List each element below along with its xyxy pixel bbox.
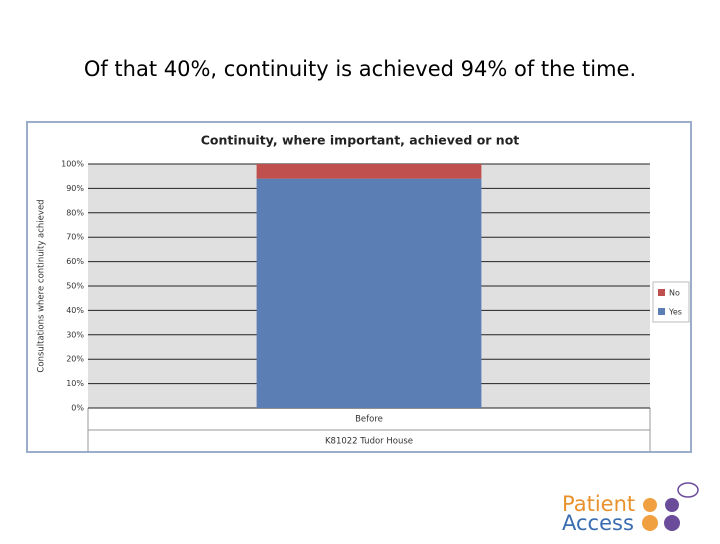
legend-label: No [669, 289, 680, 298]
chart-title: Continuity, where important, achieved or… [201, 133, 520, 148]
y-tick-label: 60% [66, 257, 84, 266]
y-tick-label: 80% [66, 208, 84, 217]
group-label: K81022 Tudor House [325, 437, 413, 447]
legend-swatch [658, 289, 665, 296]
legend-label: Yes [668, 308, 682, 317]
y-tick-label: 50% [66, 282, 84, 291]
logo-bubble [677, 482, 699, 498]
y-tick-label: 90% [66, 184, 84, 193]
logo-icon [665, 498, 679, 512]
y-tick-label: 40% [66, 306, 84, 315]
logo-text: Patient [562, 492, 635, 516]
bar-segment [256, 178, 482, 408]
slide-heading: Of that 40%, continuity is achieved 94% … [84, 57, 636, 81]
logo-icon [643, 498, 657, 512]
legend-box [652, 281, 690, 323]
bar-segment [256, 164, 482, 179]
logo-icon [664, 515, 680, 531]
legend-swatch [658, 308, 665, 315]
logo-text: Access [562, 511, 634, 535]
y-tick-label: 100% [61, 160, 84, 169]
x-tick-label: Before [355, 415, 383, 425]
logo-icon [642, 515, 658, 531]
y-axis-label: Consultations where continuity achieved [37, 199, 47, 372]
y-tick-label: 10% [66, 379, 84, 388]
y-tick-label: 0% [71, 404, 84, 413]
y-tick-label: 70% [66, 233, 84, 242]
y-tick-label: 30% [66, 330, 84, 339]
y-tick-label: 20% [66, 355, 84, 364]
